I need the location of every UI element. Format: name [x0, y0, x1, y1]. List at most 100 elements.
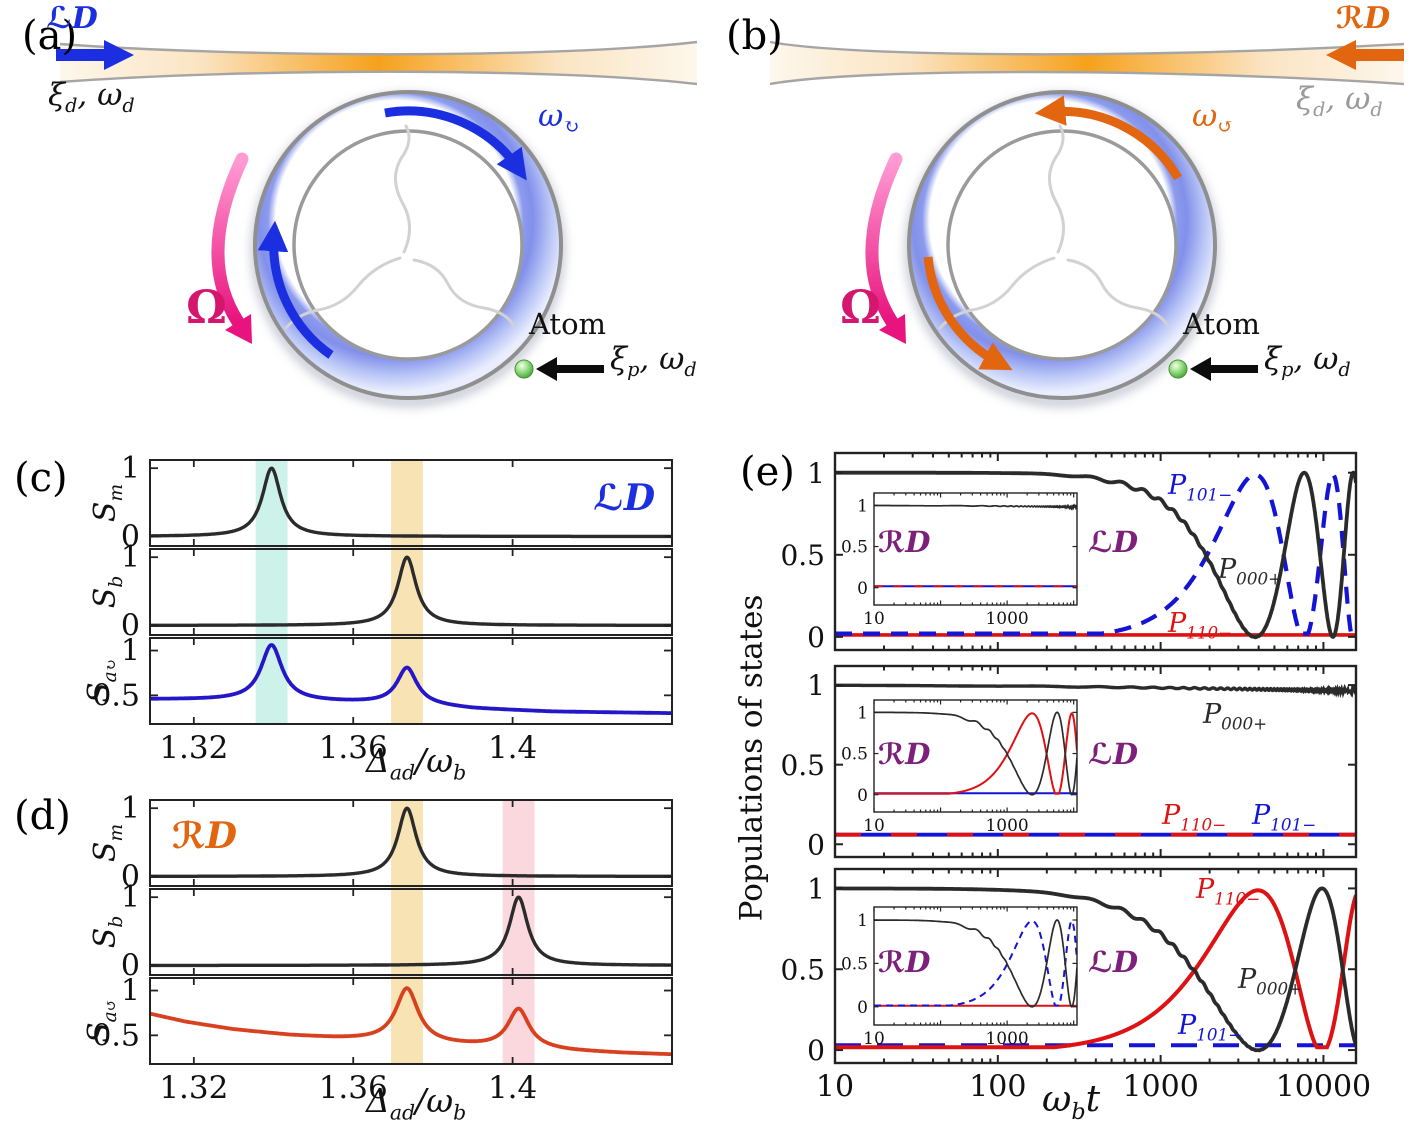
tick-label: 10	[863, 816, 885, 836]
rotation-label-a: Ω	[186, 280, 227, 334]
tick-label: 0.5	[92, 1018, 140, 1053]
drive-label-RD-b: ℛD	[1336, 1, 1391, 36]
curves-group	[835, 886, 1356, 1053]
rotation-arrow-a	[211, 152, 249, 329]
drive-arrow-a	[56, 40, 134, 70]
population-curve-P000+	[874, 503, 1077, 511]
phonon-squiggles-a	[284, 124, 516, 330]
rotation-arrow-b	[865, 152, 903, 329]
label-P000-sub3: P000+	[1238, 964, 1303, 999]
atom-a	[514, 359, 534, 379]
tick-label: 1	[857, 911, 868, 931]
panel-a-tag: (a)	[22, 13, 78, 59]
curves-group	[835, 470, 1356, 640]
tick-label: 100	[969, 1070, 1026, 1105]
tick-label: 0.5	[92, 678, 140, 713]
tick-label: 0.5	[841, 745, 868, 765]
probe-arrow-b	[1190, 357, 1258, 381]
axes-frame	[873, 906, 1078, 1026]
fiber-edge-bottom-a	[59, 70, 698, 86]
axes-frame	[873, 699, 1078, 813]
xlabel-c: Δad/ωb	[366, 741, 467, 785]
population-curve-P000+	[835, 470, 1356, 640]
input-field-label-a: ξd, ωd	[48, 77, 135, 118]
drive-label-LD-a: ℒD	[46, 1, 98, 36]
tick-label: 1	[807, 457, 825, 490]
corner-label-RD-d: ℛD	[172, 815, 238, 857]
tick-label: 1	[807, 669, 825, 702]
tick-label: 1.36	[319, 1070, 388, 1106]
tick-label: 0	[121, 948, 140, 983]
label-P110-sub2: P110−	[1162, 800, 1227, 835]
fiber-edge-top-a	[59, 40, 698, 56]
inset-label-RD-sub1: ℛD	[878, 525, 931, 559]
tick-label: 0.5	[780, 539, 825, 572]
label-P110-sub1: P110−	[1168, 608, 1233, 643]
tick-label: 10	[863, 1029, 885, 1049]
population-curve-P000+	[874, 711, 1077, 796]
panel-b-tag: (b)	[726, 13, 783, 59]
ylabel-populations: Populations of states	[733, 594, 770, 922]
panel-c-tag: (c)	[14, 455, 68, 501]
atom-b	[1168, 359, 1188, 379]
tick-label: 1.32	[159, 1070, 228, 1106]
ylabel-Sm-c: Sm	[88, 483, 127, 523]
main-label-LD-sub3: ℒD	[1088, 945, 1138, 979]
circulation-arrow-top-a	[384, 106, 527, 181]
population-curve-P000+	[874, 919, 1077, 1008]
fiber-edge-bottom-b	[769, 70, 1405, 86]
axes-frame	[149, 637, 673, 725]
label-P101-sub2: P101−	[1252, 800, 1317, 835]
tick-label: 1.4	[488, 730, 537, 766]
inset-label-RD-sub2: ℛD	[878, 737, 931, 771]
curves-group	[874, 503, 1077, 588]
tick-label: 0	[121, 608, 140, 643]
spectrum-curve	[149, 555, 673, 627]
mode-frequency-label-b: ω↺	[1192, 98, 1234, 139]
curves-group	[835, 683, 1356, 837]
axes-frame	[149, 888, 673, 976]
label-P101-sub1: P101−	[1168, 470, 1233, 505]
tick-label: 1	[121, 880, 140, 915]
axes-frame	[149, 799, 673, 887]
tick-label: 1000	[985, 816, 1028, 836]
tick-label: 1	[121, 634, 140, 669]
ylabel-Sm-d: Sm	[88, 823, 127, 863]
curves-group	[874, 711, 1077, 796]
probe-field-label-b: ξp, ωd	[1264, 341, 1351, 382]
fiber-waveguide-b	[770, 42, 1404, 84]
rotation-arrowhead-b	[879, 314, 906, 344]
tick-label: 1	[857, 703, 868, 723]
population-curve-P110-	[835, 888, 1356, 1050]
curves-group	[874, 919, 1077, 1008]
tick-label: 0	[807, 621, 825, 654]
axes-frame	[149, 459, 673, 547]
atom-label-b: Atom	[1183, 307, 1261, 341]
label-P000-sub2: P000+	[1203, 699, 1268, 734]
tick-label: 1	[121, 791, 140, 826]
drive-arrow-b	[1326, 40, 1404, 70]
probe-field-label-a: ξp, ωd	[610, 341, 697, 382]
tick-label: 1	[857, 496, 868, 516]
tick-label: 0.5	[841, 538, 868, 558]
main-label-LD-sub1: ℒD	[1088, 525, 1138, 559]
tick-label: 1.4	[488, 1070, 537, 1106]
atom-label-a: Atom	[529, 307, 607, 341]
xlabel-e: ωbt	[1042, 1079, 1101, 1126]
tick-label: 1000	[985, 1029, 1028, 1049]
tick-label: 1.36	[319, 730, 388, 766]
input-field-label-b: ξd, ωd	[1296, 81, 1383, 122]
panel-d-tag: (d)	[14, 793, 71, 839]
tick-label: 0	[121, 519, 140, 554]
tick-label: 1	[807, 872, 825, 905]
tick-label: 1000	[1122, 1070, 1198, 1105]
label-P000-sub1: P000+	[1218, 554, 1283, 589]
tick-label: 1	[121, 974, 140, 1009]
panel-e-tag: (e)	[740, 449, 795, 495]
tick-label: 1	[121, 540, 140, 575]
spectrum-curve	[149, 466, 673, 539]
